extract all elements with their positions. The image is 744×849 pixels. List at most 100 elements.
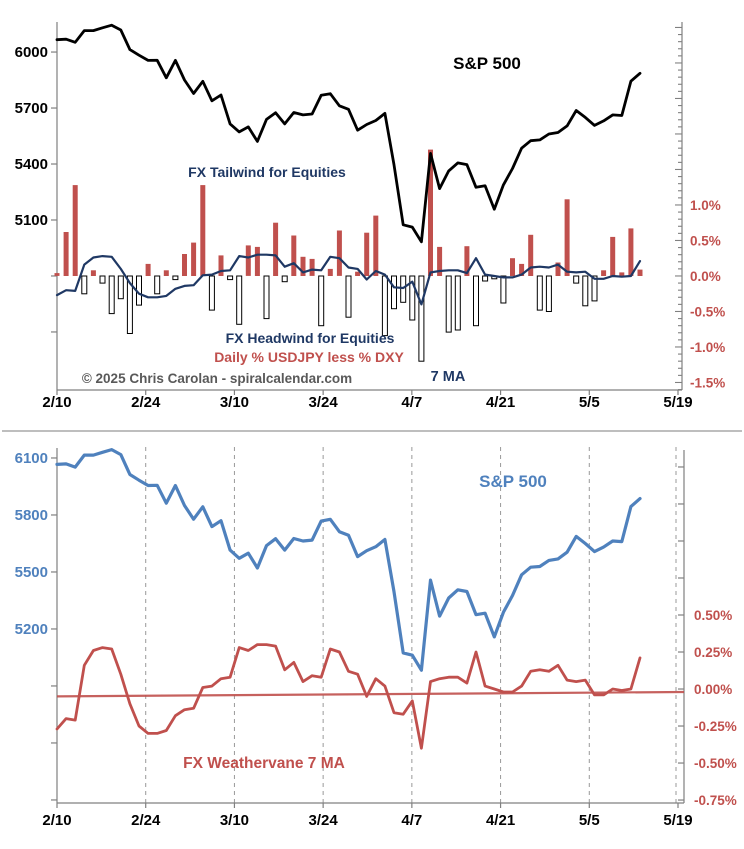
tailwind-bar: [300, 256, 306, 276]
tailwind-bar: [218, 255, 224, 276]
top-chart-title: S&P 500: [453, 54, 521, 73]
top-x-axis-label: 5/19: [663, 394, 692, 411]
top-left-axis-label: 5700: [15, 100, 48, 117]
bar-series-label: Daily % USDJPY less % DXY: [214, 349, 404, 365]
weathervane-label: FX Weathervane 7 MA: [183, 755, 345, 772]
headwind-bar: [81, 275, 88, 295]
bottom-right-axis-label: -0.25%: [694, 719, 737, 734]
headwind-label: FX Headwind for Equities: [226, 330, 395, 346]
top-right-axis-label: -0.5%: [690, 304, 725, 319]
tailwind-bar: [200, 185, 206, 276]
tailwind-label: FX Tailwind for Equities: [188, 164, 346, 180]
ma7-label: 7 MA: [431, 369, 466, 385]
bottom-left-axis-label: 5500: [15, 564, 48, 581]
headwind-bar: [445, 275, 452, 333]
tailwind-bar: [291, 235, 297, 276]
headwind-bar: [500, 275, 507, 304]
sp500-line-top: [55, 23, 642, 244]
weathervane-line: [55, 643, 642, 750]
tailwind-bar: [90, 270, 96, 276]
headwind-bar: [591, 275, 598, 302]
top-right-axis-label: -1.5%: [690, 375, 725, 390]
top-x-axis-label: 4/21: [486, 394, 515, 411]
headwind-bar: [345, 275, 352, 318]
headwind-bar: [418, 275, 425, 362]
bottom-x-axis-label: 5/5: [579, 812, 600, 829]
bottom-right-axis-label: 0.00%: [694, 682, 732, 697]
tailwind-bar: [191, 242, 197, 276]
tailwind-bar: [373, 215, 379, 276]
top-left-axis-label: 6000: [15, 44, 48, 61]
headwind-bar: [400, 275, 407, 303]
headwind-bar: [281, 275, 288, 283]
tailwind-bar: [628, 228, 634, 276]
headwind-bar: [381, 275, 388, 337]
top-x-axis-label: 5/5: [579, 394, 600, 411]
headwind-bar: [409, 275, 416, 321]
usdjpy-dxy-bars: [54, 149, 643, 362]
tailwind-bar: [273, 222, 279, 276]
tailwind-bar: [309, 258, 315, 276]
tailwind-bar: [637, 269, 643, 276]
top-chart: 6000 5700 5400 5100 1.0% 0.5% 0.0% -0.5% -1.0% -1…: [15, 22, 725, 411]
bottom-x-axis-label: 4/7: [401, 812, 422, 829]
tailwind-bar: [564, 199, 570, 276]
headwind-bar: [582, 275, 589, 307]
tailwind-bar: [63, 232, 69, 276]
tailwind-bar: [145, 263, 151, 276]
tailwind-bar: [510, 258, 515, 276]
bottom-x-axis-label: 4/21: [486, 812, 515, 829]
headwind-bar: [454, 275, 461, 331]
tailwind-bar: [54, 273, 60, 276]
headwind-bar: [236, 275, 243, 325]
tailwind-bar: [336, 230, 342, 276]
headwind-bar: [108, 275, 115, 315]
bottom-chart: 6100 5800 5500 5200 0.50% 0.25% 0.00% -0.25% -0.…: [2, 430, 742, 829]
bottom-right-axis-label: -0.75%: [694, 793, 737, 808]
tailwind-bar: [163, 270, 169, 276]
headwind-bar: [126, 275, 133, 334]
top-x-axis-label: 2/24: [131, 394, 161, 411]
tailwind-bar: [364, 232, 370, 276]
tailwind-bar: [182, 254, 187, 276]
bottom-left-axis-label: 5800: [15, 507, 48, 524]
top-x-axis-label: 2/10: [42, 394, 71, 411]
top-right-axis-label: -1.0%: [690, 340, 725, 355]
top-right-axis-label: 1.0%: [690, 198, 721, 213]
headwind-bar: [99, 275, 106, 284]
top-right-axis-label: 0.5%: [690, 233, 721, 248]
bottom-left-axis-label: 5200: [15, 621, 48, 638]
bottom-right-axis-label: -0.50%: [694, 756, 737, 771]
tailwind-bar: [528, 234, 534, 276]
tailwind-bar: [437, 246, 443, 276]
headwind-bar: [263, 275, 270, 320]
headwind-bar: [482, 275, 489, 282]
tailwind-bar: [327, 268, 333, 276]
headwind-bar: [172, 275, 179, 281]
headwind-bar: [117, 275, 124, 300]
bottom-x-axis-label: 2/24: [131, 812, 161, 829]
top-right-axis-label: 0.0%: [690, 269, 721, 284]
bottom-left-axis-label: 6100: [15, 450, 48, 467]
tailwind-bar: [72, 185, 78, 276]
headwind-bar: [536, 275, 543, 311]
headwind-bar: [473, 275, 479, 327]
copyright-label: © 2025 Chris Carolan - spiralcalendar.co…: [82, 371, 352, 386]
tailwind-bar: [464, 246, 470, 276]
bottom-right-axis-label: 0.25%: [694, 645, 732, 660]
weathervane-trend-line: [56, 690, 685, 698]
headwind-bar: [391, 275, 397, 310]
ma7-line: [55, 253, 642, 306]
bottom-chart-title: S&P 500: [479, 472, 547, 491]
bottom-right-axis-label: 0.50%: [694, 608, 732, 623]
headwind-bar: [318, 275, 325, 327]
tailwind-bar: [555, 262, 561, 276]
tailwind-bar: [619, 272, 625, 276]
headwind-bar: [545, 275, 552, 312]
tailwind-bar: [245, 245, 251, 276]
tailwind-bar: [601, 270, 607, 276]
headwind-bar: [227, 275, 234, 281]
tailwind-bar: [254, 246, 260, 276]
